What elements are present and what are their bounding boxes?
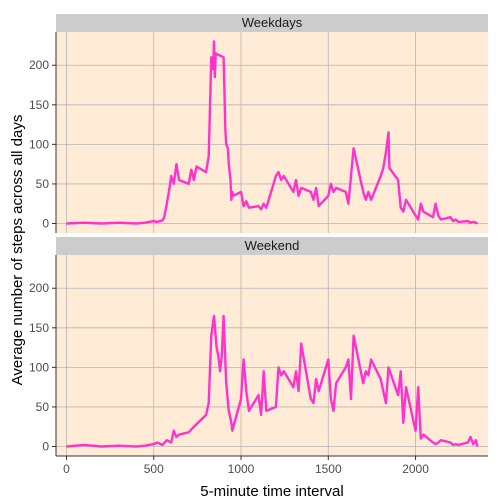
x-tick-label: 0 [63, 462, 70, 476]
x-tick-label: 1500 [315, 462, 342, 476]
y-tick-label: 50 [36, 177, 50, 191]
y-tick-label: 0 [42, 440, 49, 454]
panels-group: Weekdays Weekend [56, 14, 488, 456]
y-tick-label: 0 [42, 217, 49, 231]
plot-background [56, 255, 488, 456]
x-tick-label: 1000 [228, 462, 255, 476]
y-tick-label: 200 [29, 281, 49, 295]
facet-panel-weekdays: Weekdays [56, 14, 488, 233]
y-tick-label: 150 [29, 321, 49, 335]
facet-strip-label: Weekend [245, 238, 300, 253]
y-axis-title: Average number of steps across all days [9, 115, 26, 386]
y-tick-label: 50 [36, 400, 50, 414]
facet-strip [56, 237, 488, 255]
x-axis: 0 500 1000 1500 2000 [56, 455, 488, 476]
y-tick-label: 100 [29, 137, 49, 151]
series-line-weekend [66, 314, 479, 448]
y-tick-label: 150 [29, 98, 49, 112]
facet-strip [56, 14, 488, 32]
x-tick-label: 2000 [402, 462, 429, 476]
x-axis-title: 5-minute time interval [200, 483, 343, 500]
x-tick-label: 500 [144, 462, 164, 476]
y-axes: 0 50 100 150 200 0 50 100 150 200 [29, 32, 57, 456]
y-tick-label: 200 [29, 58, 49, 72]
facet-strip-label: Weekdays [242, 15, 303, 30]
y-tick-label: 100 [29, 360, 49, 374]
series-line-weekdays [66, 40, 479, 225]
plot-background [56, 32, 488, 233]
facet-panel-weekend: Weekend [56, 237, 488, 456]
